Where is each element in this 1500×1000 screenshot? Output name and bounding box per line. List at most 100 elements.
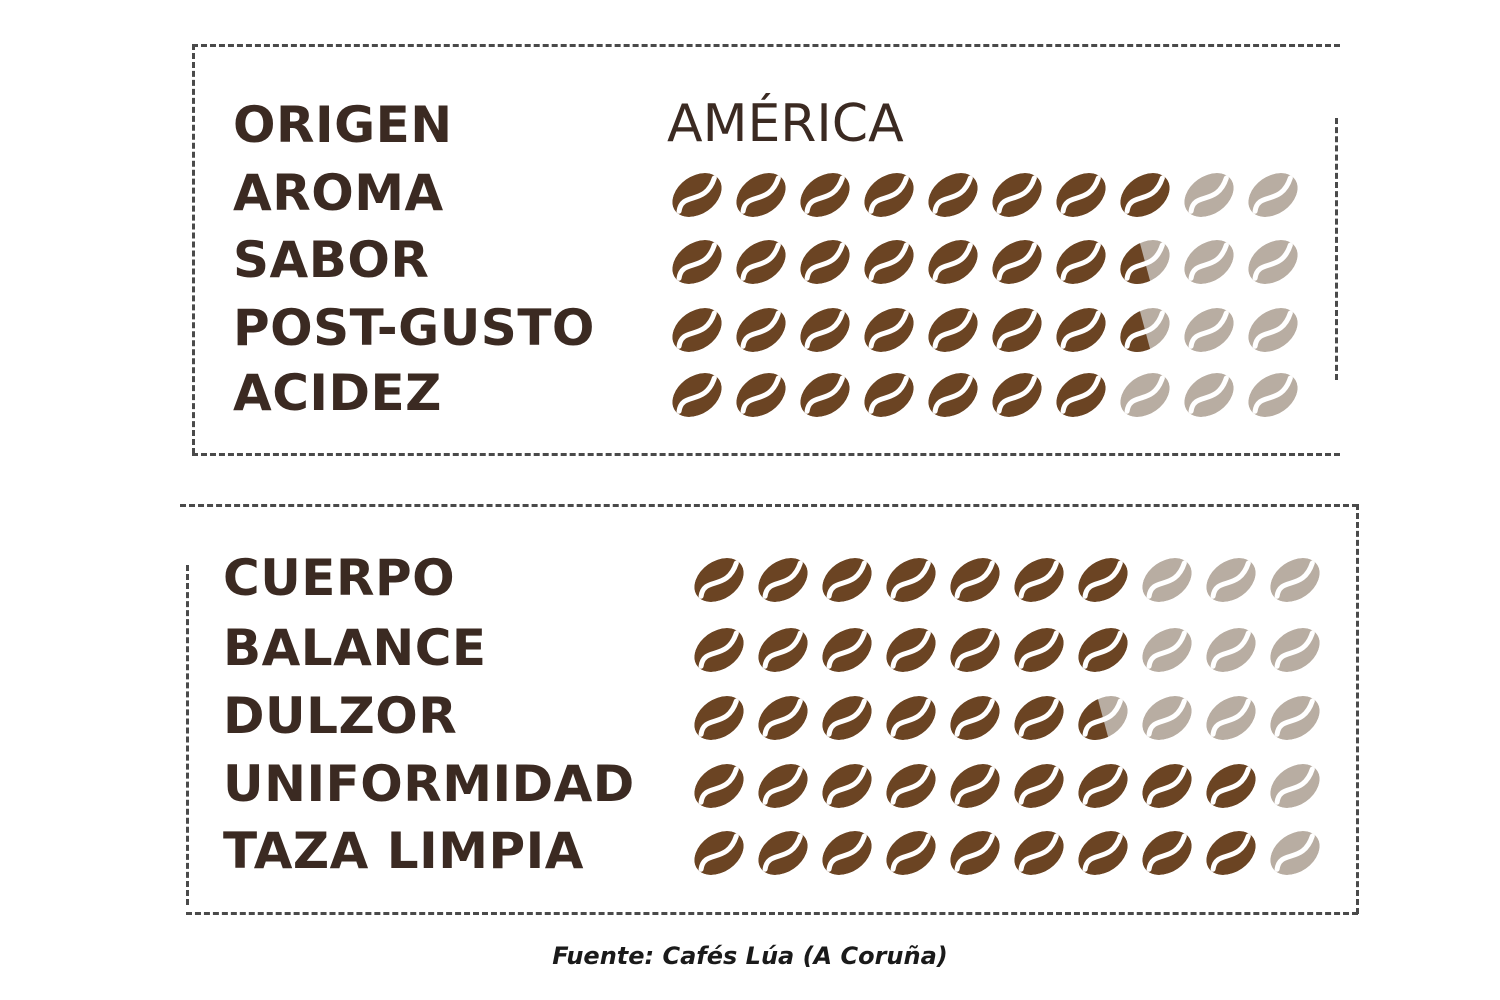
coffee-bean-icon <box>1120 173 1170 217</box>
coffee-bean-icon <box>800 373 850 417</box>
coffee-bean-icon <box>864 173 914 217</box>
coffee-bean-icon <box>758 696 808 740</box>
bean-rating-row <box>694 764 1320 808</box>
coffee-bean-icon <box>1206 558 1256 602</box>
coffee-bean-icon <box>1142 696 1192 740</box>
bean-rating-row <box>694 693 1320 750</box>
coffee-bean-icon <box>672 173 722 217</box>
coffee-bean-icon <box>1248 240 1298 284</box>
coffee-bean-icon <box>1248 173 1298 217</box>
coffee-bean-icon <box>758 831 808 875</box>
bean-rating-row <box>694 831 1320 875</box>
attribute-label: TAZA LIMPIA <box>223 822 584 880</box>
coffee-bean-icon <box>886 831 936 875</box>
coffee-bean-icon <box>1056 308 1106 352</box>
coffee-bean-icon <box>1142 831 1192 875</box>
bean-rating-row <box>694 628 1320 672</box>
coffee-bean-icon <box>864 240 914 284</box>
coffee-bean-icon <box>822 696 872 740</box>
coffee-bean-icon <box>928 240 978 284</box>
coffee-bean-icon <box>1078 558 1128 602</box>
coffee-bean-icon <box>1111 305 1170 362</box>
coffee-bean-icon <box>1069 693 1128 750</box>
coffee-bean-icon <box>1270 696 1320 740</box>
coffee-bean-icon <box>1184 240 1234 284</box>
coffee-bean-icon <box>1206 764 1256 808</box>
coffee-bean-icon <box>694 558 744 602</box>
bean-rating-row <box>672 305 1298 362</box>
coffee-bean-icon <box>864 308 914 352</box>
coffee-bean-icon <box>1184 373 1234 417</box>
coffee-bean-icon <box>1206 628 1256 672</box>
coffee-bean-icon <box>800 308 850 352</box>
coffee-bean-icon <box>672 373 722 417</box>
coffee-bean-icon <box>886 628 936 672</box>
coffee-bean-icon <box>822 558 872 602</box>
coffee-bean-icon <box>950 696 1000 740</box>
coffee-bean-icon <box>1078 628 1128 672</box>
coffee-bean-icon <box>736 308 786 352</box>
top-frame-top-border <box>192 44 1340 47</box>
coffee-bean-icon <box>1056 373 1106 417</box>
coffee-bean-icon <box>1270 628 1320 672</box>
coffee-bean-icon <box>1206 831 1256 875</box>
bean-rating-row <box>694 558 1320 602</box>
source-note: Fuente: Cafés Lúa (A Coruña) <box>552 942 948 970</box>
coffee-bean-icon <box>822 831 872 875</box>
coffee-bean-icon <box>992 308 1042 352</box>
coffee-bean-icon <box>886 696 936 740</box>
coffee-bean-icon <box>1056 173 1106 217</box>
coffee-bean-icon <box>736 173 786 217</box>
coffee-bean-icon <box>758 628 808 672</box>
coffee-bean-icon <box>992 373 1042 417</box>
coffee-bean-icon <box>928 308 978 352</box>
coffee-bean-icon <box>886 764 936 808</box>
bean-rating-row <box>672 173 1298 217</box>
coffee-bean-icon <box>864 373 914 417</box>
coffee-bean-icon <box>758 558 808 602</box>
bottom-frame-left-border <box>186 565 189 905</box>
coffee-bean-icon <box>992 173 1042 217</box>
coffee-bean-icon <box>950 558 1000 602</box>
coffee-bean-icon <box>928 373 978 417</box>
coffee-bean-icon <box>672 308 722 352</box>
coffee-bean-icon <box>1248 308 1298 352</box>
attribute-label: UNIFORMIDAD <box>223 755 635 813</box>
coffee-bean-icon <box>992 240 1042 284</box>
top-frame-bottom-border <box>192 453 1340 456</box>
coffee-bean-icon <box>950 764 1000 808</box>
attribute-label: POST-GUSTO <box>233 299 595 357</box>
coffee-bean-icon <box>1270 831 1320 875</box>
origin-label: ORIGEN <box>233 96 453 154</box>
attribute-label: ACIDEZ <box>233 364 442 422</box>
attribute-label: SABOR <box>233 231 430 289</box>
attribute-label: BALANCE <box>223 619 487 677</box>
coffee-bean-icon <box>1078 831 1128 875</box>
coffee-bean-icon <box>1184 173 1234 217</box>
attribute-label: DULZOR <box>223 687 458 745</box>
top-frame-left-border <box>192 44 195 454</box>
coffee-bean-icon <box>694 628 744 672</box>
coffee-bean-icon <box>1142 628 1192 672</box>
coffee-bean-icon <box>672 240 722 284</box>
coffee-bean-icon <box>1014 628 1064 672</box>
coffee-bean-icon <box>694 831 744 875</box>
coffee-bean-icon <box>1120 373 1170 417</box>
coffee-bean-icon <box>950 831 1000 875</box>
coffee-bean-icon <box>1142 558 1192 602</box>
coffee-bean-icon <box>928 173 978 217</box>
bean-rating-row <box>672 237 1298 294</box>
coffee-bean-icon <box>950 628 1000 672</box>
coffee-bean-icon <box>1014 831 1064 875</box>
coffee-bean-icon <box>822 764 872 808</box>
coffee-bean-icon <box>694 764 744 808</box>
coffee-bean-icon <box>736 373 786 417</box>
bean-rating-row <box>672 373 1298 417</box>
bottom-frame-top-border <box>180 504 1358 507</box>
coffee-bean-icon <box>694 696 744 740</box>
coffee-bean-icon <box>1078 764 1128 808</box>
coffee-bean-icon <box>1270 558 1320 602</box>
bottom-frame-bottom-border <box>186 912 1358 915</box>
